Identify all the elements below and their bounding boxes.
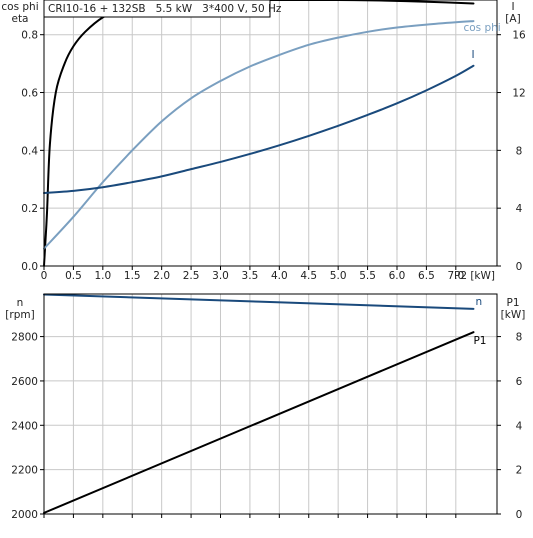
x-axis-label: P2 [kW] (454, 270, 495, 282)
y-left-tick-label: 0.0 (21, 261, 38, 273)
x-tick-label: 6.0 (389, 270, 406, 282)
x-tick-label: 6.5 (418, 270, 435, 282)
y-left-tick-label: 2400 (11, 420, 38, 432)
plot-frame (43, 293, 498, 515)
y-left-axis-label: n (17, 297, 24, 309)
y-right-tick-label: 2 (516, 465, 523, 477)
y-right-axis-label: I (511, 1, 514, 13)
y-right-tick-label: 12 (512, 88, 525, 100)
x-tick-label: 0.5 (65, 270, 82, 282)
x-tick-label: 1.0 (94, 270, 111, 282)
y-left-tick-label: 2200 (11, 465, 38, 477)
text-layer: 0 0.5 1.0 1.5 2.0 2.5 3.0 3.5 4.0 4.5 5.0 5.5 6.0 6.5… (1, 0, 526, 521)
y-right-axis-unit: [A] (505, 13, 520, 25)
y-left-tick-label: 0.4 (21, 145, 38, 157)
y-right-tick-label: 8 (516, 332, 523, 344)
y-left-tick-label: 2000 (11, 509, 38, 521)
x-tick-label: 4.0 (271, 270, 288, 282)
chart-title: CRI10-16 + 132SB 5.5 kW 3*400 V, 50 Hz (48, 3, 282, 15)
series-label-p1: P1 (473, 335, 486, 347)
y-left-axis-label: cos phi (1, 1, 38, 13)
frame-layer (40, 0, 501, 518)
y-left-tick-label: 0.8 (21, 30, 38, 42)
x-tick-label: 3.5 (242, 270, 259, 282)
y-left-tick-label: 0.2 (21, 203, 38, 215)
x-tick-label: 2.0 (153, 270, 170, 282)
y-right-tick-label: 4 (516, 420, 523, 432)
y-right-tick-label: 8 (516, 145, 523, 157)
x-tick-label: 5.0 (330, 270, 347, 282)
series-label-n: n (475, 296, 482, 308)
plot-frame (43, 0, 498, 267)
y-right-tick-label: 0 (516, 509, 523, 521)
series-line-cos-phi (43, 20, 475, 250)
x-tick-label: 7.0 (447, 270, 464, 282)
x-tick-label: 3.0 (212, 270, 229, 282)
x-tick-label: 5.5 (359, 270, 376, 282)
series-line-i (43, 64, 475, 194)
series-label-cos-phi: cos phi (463, 22, 500, 34)
y-left-tick-label: 2800 (11, 332, 38, 344)
y-left-tick-label: 2600 (11, 376, 38, 388)
y-right-tick-label: 4 (516, 203, 523, 215)
y-right-axis-unit: [kW] (501, 309, 526, 321)
y-right-tick-label: 16 (512, 30, 526, 42)
y-right-tick-label: 6 (516, 376, 523, 388)
title-box (43, 0, 271, 18)
x-tick-label: 4.5 (300, 270, 317, 282)
series-label-eta: eta (475, 0, 492, 2)
y-right-axis-label: P1 (506, 297, 519, 309)
series-line-n (43, 293, 475, 310)
x-tick-label: 2.5 (183, 270, 200, 282)
x-tick-label: 1.5 (124, 270, 141, 282)
y-right-tick-label: 0 (516, 261, 523, 273)
y-left-axis-unit: [rpm] (5, 309, 34, 321)
y-left-axis-unit: eta (11, 13, 28, 25)
y-left-tick-label: 0.6 (21, 88, 38, 100)
series-line-p1 (43, 331, 475, 514)
series-label-i: I (471, 49, 474, 61)
x-tick-label: 0 (41, 270, 48, 282)
